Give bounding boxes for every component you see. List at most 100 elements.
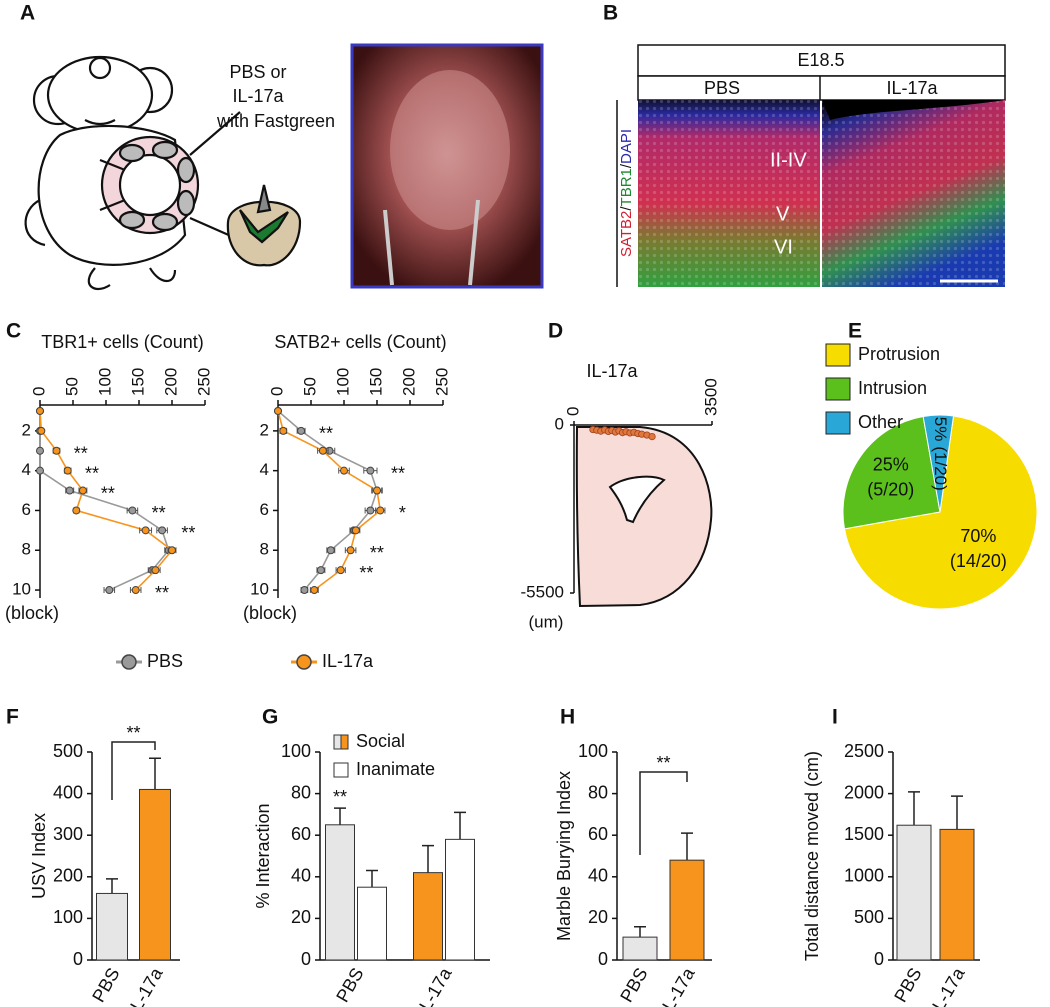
significance: ** [370,543,384,563]
y-tick-label: 80 [291,782,311,802]
y-tick-label: 10 [12,580,31,599]
marker [141,526,150,535]
legend-label: Intrusion [858,378,927,398]
bar [896,824,932,961]
significance: ** [333,787,347,807]
mouse-drawing [24,55,302,291]
panel-letter: F [6,706,19,729]
value-label: 70% [960,526,996,546]
x-tick-label: PBS [332,964,367,1005]
legend-label: PBS [147,651,183,671]
slice-label: 5% (1/20) [930,417,949,491]
marker [351,526,360,535]
significance: ** [74,444,88,464]
condition-header: PBS [704,78,740,98]
significance: ** [101,483,115,503]
panel-letter: I [832,706,838,729]
fraction-label: (14/20) [950,551,1007,571]
point [648,433,656,441]
x-tick-label: 100 [333,368,352,396]
x-tick-label: PBS [88,964,123,1005]
x-tick-label: 50 [62,377,81,396]
error-bar [951,795,963,830]
y-tick-label: 2 [260,420,269,439]
x-tick-label: 150 [128,368,147,396]
marker [78,486,87,495]
y-tick-label: 100 [281,741,311,761]
y-tick-label: 500 [53,741,83,761]
marker [63,466,72,475]
bar [357,886,387,961]
y-tick-label: 60 [291,824,311,844]
error-bar [681,832,693,861]
marker [72,506,81,515]
bar [445,838,475,961]
x-tick-label: 200 [161,368,180,396]
y-tick-label: 2 [22,420,31,439]
x-tick-label: 0 [29,387,48,396]
y-tick-label: 6 [260,500,269,519]
stain-sep: / [618,163,635,168]
marker [168,546,176,555]
series-line [39,410,170,591]
y-axis-title: USV Index [29,813,49,899]
x-tick-label: 250 [194,368,213,396]
y-tick-label: 40 [291,866,311,886]
pie-slice [922,414,955,513]
value-label: 25% [873,454,909,474]
marker [346,546,355,555]
marker [52,446,61,455]
x-tick-label: IL-17a [413,964,456,1007]
y-tick-label: 2500 [844,741,884,761]
significance: ** [152,503,166,523]
axis-title: TBR1+ cells (Count) [41,332,204,352]
legend-swatch [825,343,851,367]
axis-title: SATB2+ cells (Count) [274,332,446,352]
y-axis-title: % Interaction [253,803,273,908]
injection-text: with Fastgreen [216,111,335,131]
error-bar [422,844,434,873]
marker [326,546,335,555]
significance: ** [391,463,405,483]
value-label: 5% [930,417,949,442]
x-tick-label: 200 [399,368,418,396]
y-tick-label: 100 [53,907,83,927]
legend-label: Social [356,731,405,751]
series-line [39,410,174,591]
axis-title: (block) [243,603,297,623]
significance: ** [181,523,195,543]
panel-letter: E [848,320,862,343]
y-tick-label: 10 [250,580,269,599]
bar [96,892,128,961]
y-axis-title: Marble Burying Index [554,771,574,941]
error-bar [634,925,646,938]
significance-bracket [639,771,688,855]
x-tick-label: 50 [300,377,319,396]
brain-outline [575,426,713,608]
legend-swatch [333,734,342,750]
y-tick-label: 100 [578,741,608,761]
legend-label: Inanimate [356,759,435,779]
y-tick-label: -5500 [521,582,564,601]
marker [65,486,74,495]
significance: ** [155,583,169,603]
x-tick-label: IL-17a [656,964,699,1007]
panel-letter: H [560,706,575,729]
legend-swatch [825,377,851,401]
stain-name: TBR1 [618,168,635,206]
y-tick-label: 8 [22,540,31,559]
bar [413,872,443,961]
legend-marker [296,654,312,670]
x-tick-label: IL-17a [926,964,969,1007]
bar [139,788,171,961]
histology-panel [616,44,1006,287]
y-tick-label: 0 [301,949,311,969]
condition-header: IL-17a [886,78,938,98]
significance: ** [85,463,99,483]
panel-letter: G [262,706,278,729]
bar [669,859,705,961]
y-tick-label: 0 [73,949,83,969]
significance: ** [319,424,333,444]
marker [310,586,319,595]
marker [36,406,44,415]
